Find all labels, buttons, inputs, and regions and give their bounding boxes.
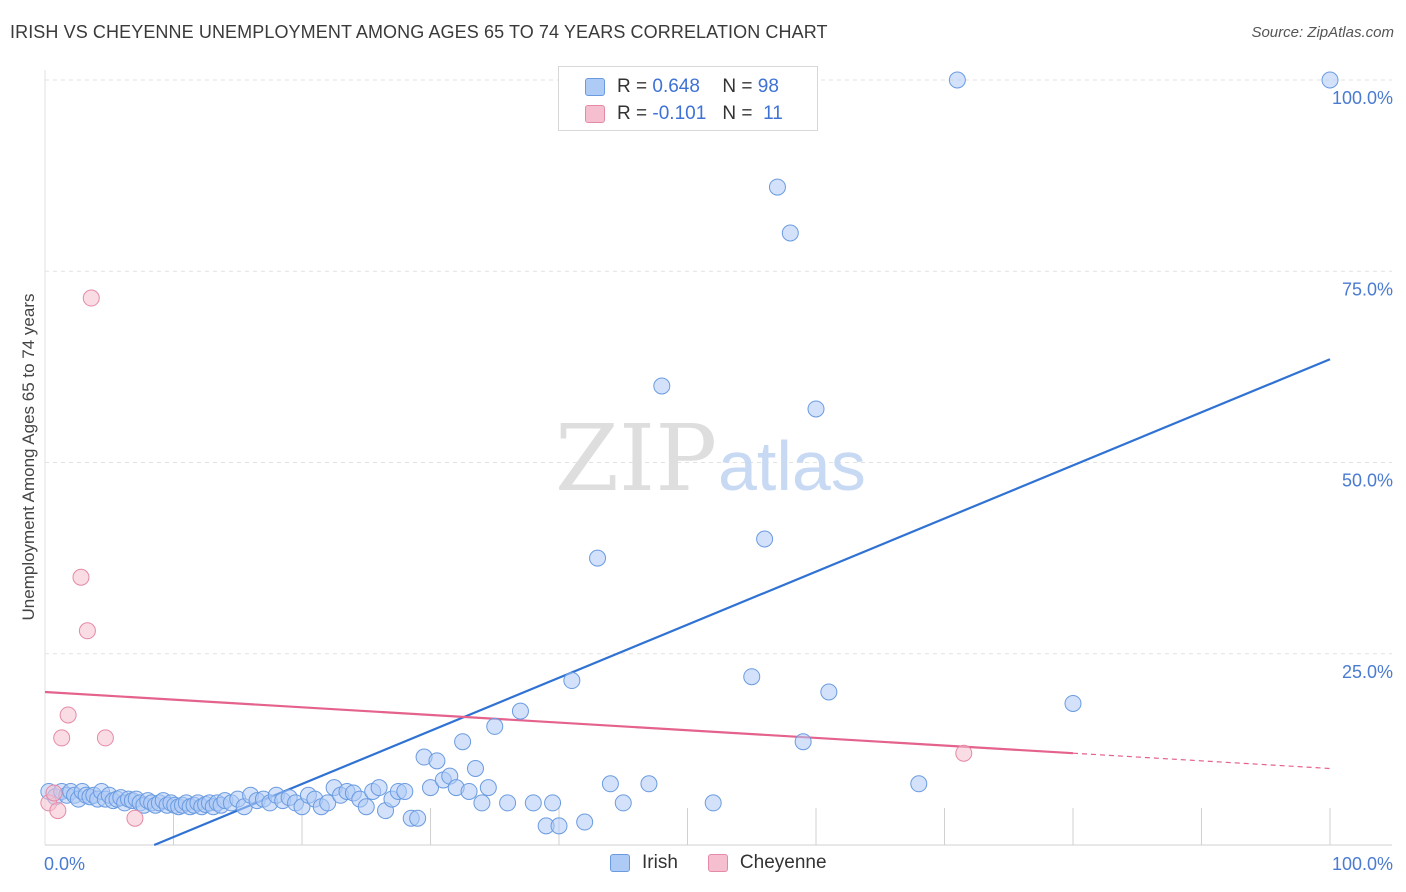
irish-point xyxy=(653,377,671,395)
x-tick-labels: 0.0% 100.0% xyxy=(44,854,1393,874)
x-tick-label-min: 0.0% xyxy=(44,854,85,874)
irish-point xyxy=(479,779,497,797)
y-tick-label: 100.0% xyxy=(1332,88,1393,108)
legend-swatch-cheyenne xyxy=(585,105,605,123)
legend-irish-n-value: 98 xyxy=(757,76,779,97)
irish-point xyxy=(396,782,414,800)
cheyenne-point xyxy=(78,622,96,640)
y-tick-label: 25.0% xyxy=(1342,662,1393,682)
irish-point xyxy=(499,794,517,812)
legend-irish-r-value: 0.648 xyxy=(652,76,700,97)
bottom-legend: Irish Cheyenne xyxy=(610,852,857,874)
legend-irish-n-label: N = xyxy=(722,76,753,97)
legend-cheyenne-n-value: 11 xyxy=(763,103,783,124)
irish-point xyxy=(781,224,799,242)
cheyenne-trend-extension xyxy=(1072,752,1331,770)
irish-point xyxy=(422,779,439,797)
legend-cheyenne-r-label: R = xyxy=(617,103,648,124)
irish-point xyxy=(454,733,472,751)
data-points xyxy=(40,71,1339,835)
cheyenne-point xyxy=(82,289,100,307)
irish-point xyxy=(704,794,722,812)
y-tick-label: 75.0% xyxy=(1342,279,1393,299)
irish-point xyxy=(550,817,568,835)
irish-point xyxy=(948,71,966,89)
irish-point xyxy=(524,794,542,812)
irish-point xyxy=(1064,694,1082,712)
irish-point xyxy=(466,760,484,777)
watermark: ZIP atlas xyxy=(555,405,866,512)
irish-point xyxy=(544,794,562,812)
cheyenne-point xyxy=(49,802,67,820)
cheyenne-point xyxy=(72,568,90,586)
bottom-legend-irish-label: Irish xyxy=(642,852,678,873)
legend-row-irish: R = 0.648 N = 98 xyxy=(585,76,779,98)
cheyenne-point xyxy=(45,784,63,802)
irish-point xyxy=(820,683,838,701)
irish-point xyxy=(409,809,427,827)
irish-point xyxy=(563,672,581,690)
cheyenne-point xyxy=(53,729,71,747)
irish-point xyxy=(319,794,337,812)
trend-lines xyxy=(44,358,1331,847)
legend-irish-r-label: R = xyxy=(617,76,648,97)
y-axis-label: Unemployment Among Ages 65 to 74 years xyxy=(19,294,38,621)
irish-point xyxy=(640,775,658,793)
cheyenne-point xyxy=(59,706,77,724)
legend-swatch-irish xyxy=(585,78,605,96)
cheyenne-point xyxy=(955,744,973,762)
cheyenne-point xyxy=(126,809,144,827)
cheyenne-point xyxy=(96,729,114,747)
watermark-zip: ZIP xyxy=(555,405,717,512)
legend-cheyenne-r-value: -0.101 xyxy=(652,103,707,124)
irish-point xyxy=(576,813,594,831)
irish-point xyxy=(486,717,504,735)
chart-title: IRISH VS CHEYENNE UNEMPLOYMENT AMONG AGE… xyxy=(10,22,828,42)
irish-point xyxy=(614,794,632,812)
legend-row-cheyenne: R = -0.101 N = 11 xyxy=(585,103,783,125)
cheyenne-trend-line xyxy=(44,690,1074,755)
watermark-atlas: atlas xyxy=(718,427,866,505)
irish-point xyxy=(511,702,529,720)
x-tick-label-max: 100.0% xyxy=(1332,854,1393,874)
irish-point xyxy=(357,798,375,816)
source-label: Source: ZipAtlas.com xyxy=(1251,24,1394,41)
legend-cheyenne-n-label: N = xyxy=(722,103,753,124)
bottom-swatch-irish xyxy=(610,854,630,872)
irish-point xyxy=(428,752,446,770)
irish-point xyxy=(589,549,607,567)
grid-lines xyxy=(44,70,1392,846)
irish-point xyxy=(601,775,619,793)
irish-point xyxy=(807,400,825,418)
bottom-legend-cheyenne-label: Cheyenne xyxy=(739,852,827,873)
bottom-swatch-cheyenne xyxy=(707,854,728,872)
irish-point xyxy=(756,530,774,548)
irish-trend-line xyxy=(153,358,1331,847)
irish-point xyxy=(910,775,928,793)
bottom-legend-irish: Irish xyxy=(610,852,678,874)
legend: R = 0.648 N = 98 R = -0.101 N = 11 xyxy=(558,66,818,131)
irish-point xyxy=(370,779,388,797)
irish-point xyxy=(473,794,491,812)
bottom-legend-cheyenne: Cheyenne xyxy=(707,852,827,874)
irish-point xyxy=(460,782,478,800)
irish-point xyxy=(768,178,786,196)
irish-point xyxy=(743,668,761,686)
y-tick-labels: 25.0% 50.0% 75.0% 100.0% xyxy=(1332,88,1393,682)
irish-point xyxy=(1321,71,1339,89)
y-tick-label: 50.0% xyxy=(1342,471,1393,491)
irish-point xyxy=(794,733,812,751)
